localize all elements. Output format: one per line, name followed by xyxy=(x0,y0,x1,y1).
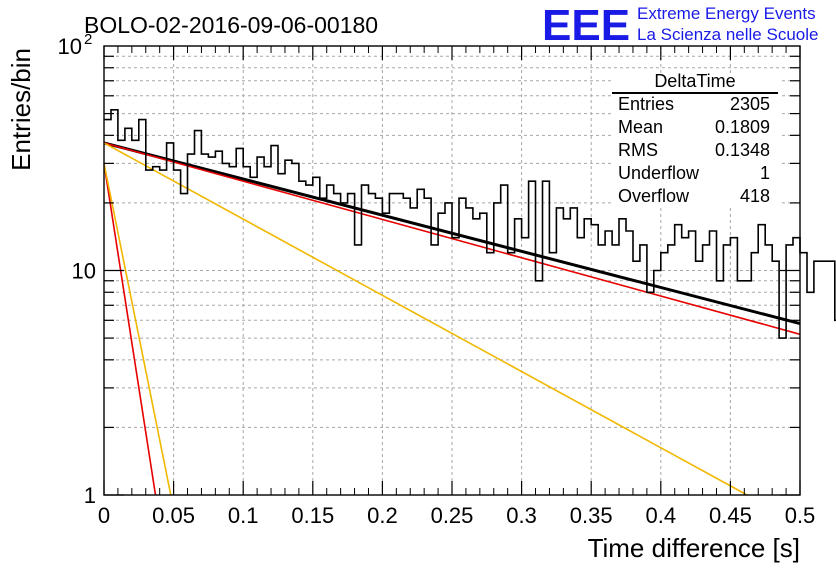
x-tick-label: 0 xyxy=(98,503,110,528)
chart-title: BOLO-02-2016-09-06-00180 xyxy=(84,12,378,38)
stats-row-value: 0.1809 xyxy=(715,117,770,137)
logo-eee-text: EEE xyxy=(542,1,630,50)
x-axis-title: Time difference [s] xyxy=(588,533,800,563)
y-axis-title: Entries/bin xyxy=(6,48,36,171)
x-tick-label: 0.4 xyxy=(646,503,677,528)
x-tick-label: 0.25 xyxy=(431,503,474,528)
fit-curve xyxy=(103,142,801,336)
x-tick-label: 0.5 xyxy=(785,503,816,528)
fit-curve xyxy=(103,142,748,496)
x-tick-labels: 0 0.05 0.1 0.15 0.2 0.25 0.3 0.35 0.4 0.45 0.5 xyxy=(98,503,815,528)
logo-line-1: Extreme Energy Events xyxy=(637,4,816,23)
x-tick-label: 0.2 xyxy=(367,503,398,528)
histogram-outline xyxy=(104,109,836,339)
stats-row-label: Mean xyxy=(618,117,663,137)
stats-row-label: Overflow xyxy=(618,186,690,206)
x-tick-label: 0.05 xyxy=(152,503,195,528)
fit-curve xyxy=(103,163,157,496)
eee-logo: EEE Extreme Energy Events La Scienza nel… xyxy=(542,1,818,50)
stats-row-value: 2305 xyxy=(730,94,770,114)
stats-rows: Entries 2305 Mean 0.1809 RMS 0.1348 Underflow 1… xyxy=(618,94,770,206)
logo-line-2: La Scienza nelle Scuole xyxy=(637,25,818,44)
stats-background xyxy=(612,74,780,207)
stats-row-value: 0.1348 xyxy=(715,140,770,160)
x-tick-label: 0.35 xyxy=(570,503,613,528)
y-tick-label: 1 xyxy=(84,483,96,508)
stats-row-label: RMS xyxy=(618,140,658,160)
fit-curve xyxy=(103,163,172,496)
y-tick-label: 10 xyxy=(58,34,82,59)
stats-title: DeltaTime xyxy=(654,71,735,91)
y-tick-exponent: 2 xyxy=(84,31,92,48)
stats-row-value: 1 xyxy=(760,163,770,183)
x-tick-label: 0.1 xyxy=(228,503,259,528)
stats-row-value: 418 xyxy=(740,186,770,206)
stats-row-label: Underflow xyxy=(618,163,700,183)
x-tick-label: 0.3 xyxy=(506,503,537,528)
x-tick-label: 0.15 xyxy=(291,503,334,528)
stats-box: DeltaTime Entries 2305 Mean 0.1809 RMS 0.1348… xyxy=(612,71,780,207)
y-tick-label: 10 xyxy=(72,259,96,284)
histogram-bars xyxy=(104,109,836,339)
stats-row-label: Entries xyxy=(618,94,674,114)
x-tick-label: 0.45 xyxy=(709,503,752,528)
axis-ticks xyxy=(103,46,801,496)
